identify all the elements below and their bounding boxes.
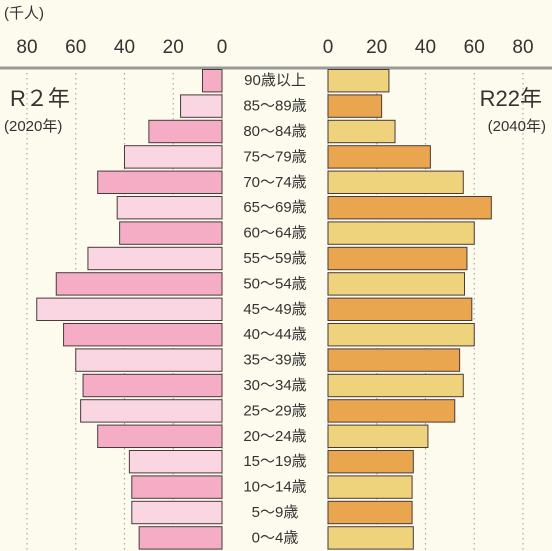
bar <box>87 246 223 271</box>
bar <box>327 94 383 118</box>
bar <box>327 272 465 296</box>
bar <box>327 221 475 245</box>
category-label: 30～34歳 <box>243 377 306 394</box>
category-label: 90歳以上 <box>244 72 306 89</box>
category-label: 40～44歳 <box>243 326 306 343</box>
bar <box>138 526 223 550</box>
bar <box>327 475 413 499</box>
bar <box>97 170 223 195</box>
bar <box>327 526 414 550</box>
bar <box>131 500 223 525</box>
category-label: 75～79歳 <box>243 148 306 165</box>
category-label: 15～19歳 <box>243 453 306 470</box>
x-tick-label: 40 <box>415 37 436 58</box>
series-name: R２年 <box>10 86 70 111</box>
bar <box>327 246 468 271</box>
bar <box>124 145 223 169</box>
category-label: 35～39歳 <box>243 352 306 369</box>
category-label: 85～89歳 <box>243 98 306 115</box>
bar <box>327 348 461 372</box>
bar <box>327 170 464 195</box>
x-tick-label: 80 <box>512 37 533 58</box>
bar <box>82 373 223 398</box>
unit-label: (千人) <box>4 5 44 22</box>
bar <box>119 221 223 245</box>
bar <box>327 450 414 474</box>
x-tick-label: 20 <box>366 37 387 58</box>
bar <box>116 196 223 220</box>
bar <box>63 323 223 347</box>
bar <box>327 119 396 144</box>
category-label: 5～9歳 <box>252 504 299 521</box>
bar <box>327 424 429 449</box>
x-tick-label: 0 <box>323 37 334 58</box>
series-name: R22年 <box>480 86 542 111</box>
bar <box>36 297 223 322</box>
x-tick-label: 0 <box>217 37 228 58</box>
bar <box>180 94 223 118</box>
x-tick-label: 20 <box>163 37 184 58</box>
category-label: 50～54歳 <box>243 275 306 292</box>
bar <box>327 323 475 347</box>
category-label: 10～14歳 <box>243 479 306 496</box>
category-label: 20～24歳 <box>243 428 306 445</box>
bar <box>80 399 223 423</box>
series-period: (2040年) <box>488 118 546 135</box>
bar <box>202 69 223 93</box>
category-label: 65～69歳 <box>243 199 306 216</box>
x-tick-label: 60 <box>65 37 86 58</box>
bar <box>327 399 456 423</box>
category-label: 25～29歳 <box>243 402 306 419</box>
bar <box>75 348 223 372</box>
category-label: 55～59歳 <box>243 250 306 267</box>
series-period: (2020年) <box>4 118 62 135</box>
bar <box>327 500 413 525</box>
category-label: 45～49歳 <box>243 301 306 318</box>
bar <box>327 196 492 220</box>
category-label: 70～74歳 <box>243 174 306 191</box>
bar <box>327 373 464 398</box>
bar <box>327 297 473 322</box>
category-label: 0～4歳 <box>252 529 299 546</box>
bar <box>128 450 223 474</box>
bar <box>55 272 223 296</box>
bar <box>148 119 223 144</box>
bar <box>97 424 223 449</box>
x-tick-label: 40 <box>114 37 135 58</box>
x-tick-label: 60 <box>464 37 485 58</box>
category-label: 80～84歳 <box>243 123 306 140</box>
category-label: 60～64歳 <box>243 225 306 242</box>
bar <box>131 475 223 499</box>
bar <box>327 145 431 169</box>
x-tick-label: 80 <box>16 37 37 58</box>
bar <box>327 69 390 93</box>
